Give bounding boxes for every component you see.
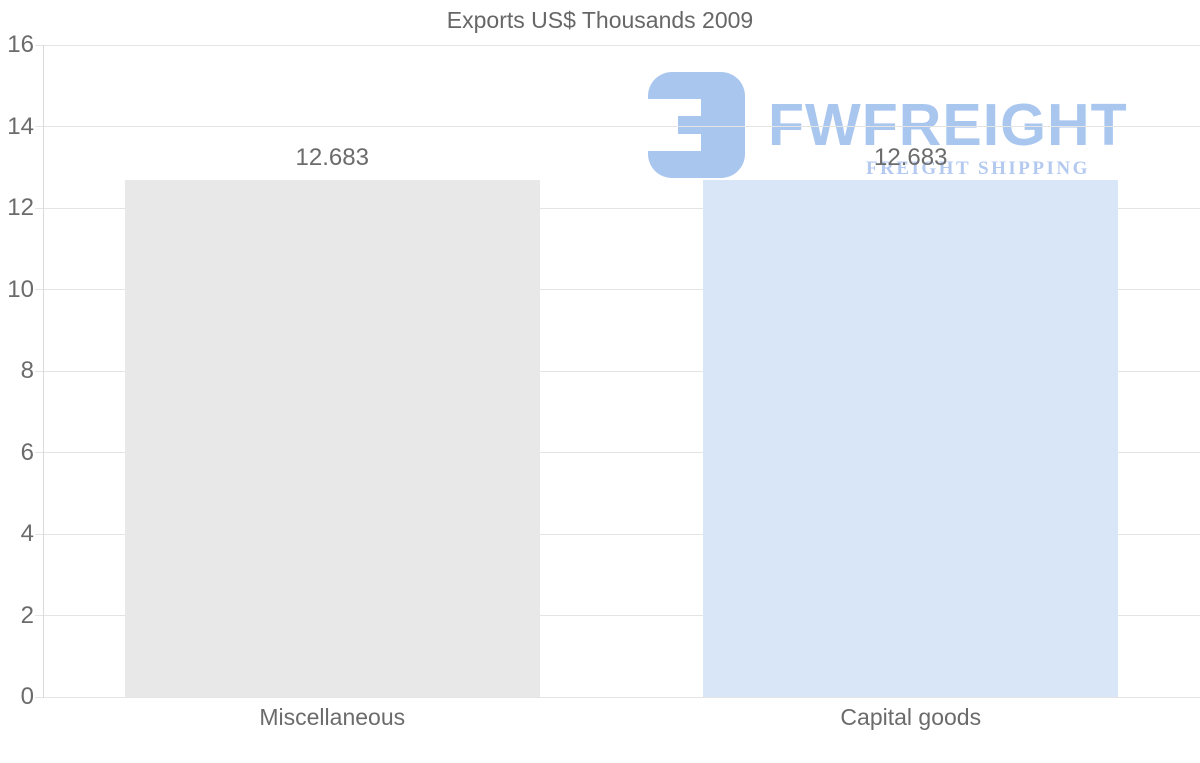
logo-cutout — [648, 134, 701, 151]
fwfreight-logo-icon — [648, 72, 745, 178]
y-axis-tick-label: 6 — [20, 438, 34, 466]
gridline — [35, 452, 1200, 453]
y-axis-tick-label: 10 — [7, 275, 34, 303]
data-label: 12.683 — [874, 144, 948, 172]
bar-miscellaneous[interactable] — [124, 180, 540, 697]
x-axis-label: Miscellaneous — [259, 704, 406, 730]
gridline — [35, 370, 1200, 372]
y-axis-tick-label: 16 — [7, 31, 34, 58]
y-axis-tick-label: 0 — [20, 683, 34, 710]
gridline — [35, 289, 1200, 290]
x-axis-label: Capital goods — [840, 704, 982, 730]
gridline — [35, 533, 1200, 535]
gridline — [35, 207, 1200, 209]
gridline — [35, 615, 1200, 616]
y-axis-tick-label: 12 — [7, 194, 34, 221]
gridline — [35, 126, 1200, 127]
y-axis-tick-label: 14 — [7, 112, 34, 140]
y-axis-tick-label: 8 — [20, 357, 34, 384]
y-axis-tick-label: 4 — [20, 520, 34, 547]
data-label: 12.683 — [295, 144, 369, 172]
y-axis-line — [43, 45, 44, 698]
bar-capital-goods[interactable] — [703, 180, 1119, 697]
gridline — [35, 44, 1200, 46]
y-axis-tick-label: 2 — [20, 601, 34, 629]
chart-title: Exports US$ Thousands 2009 — [446, 7, 754, 33]
watermark-text: FWFREIGHT — [768, 92, 1128, 158]
gridline — [35, 696, 1200, 698]
logo-cutout — [648, 99, 701, 116]
watermark-tagline: FREIGHT SHIPPING — [866, 158, 1090, 179]
